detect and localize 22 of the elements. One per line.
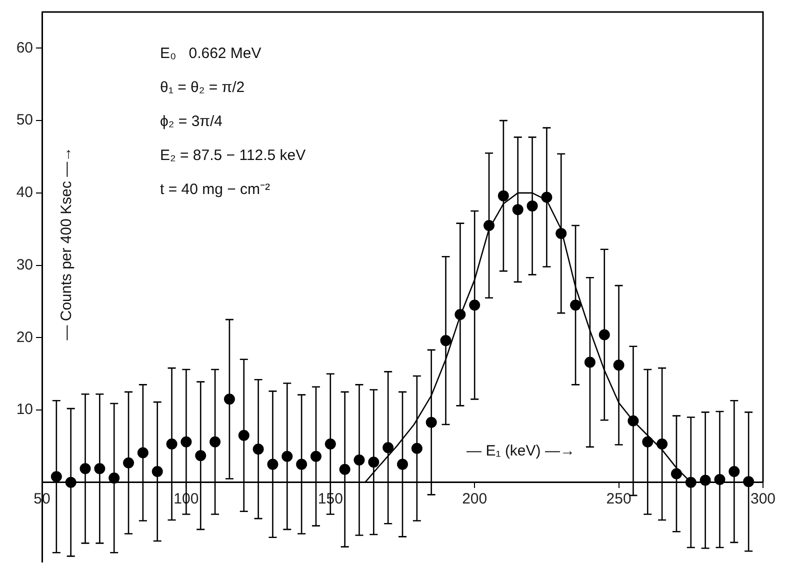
annotation: E₀ 0.662 MeV — [160, 45, 262, 62]
x-tick-label: 250 — [606, 490, 632, 508]
point — [210, 436, 221, 448]
y-tick-label: 10 — [16, 401, 33, 418]
point — [50, 471, 62, 482]
annotation: E₂ = 87.5 − 112.5 keV — [160, 147, 306, 164]
point — [570, 300, 582, 311]
point — [656, 438, 668, 450]
annotation: θ₁ = θ₂ = π/2 — [160, 79, 245, 96]
x-axis-title: — E₁ (keV) —→ — [466, 442, 575, 460]
y-tick-label: 30 — [16, 256, 33, 274]
x-tick-label: 200 — [462, 490, 488, 508]
y-tick-label: 60 — [16, 39, 33, 56]
y-tick-label: 50 — [16, 112, 33, 129]
y-axis-title: — Counts per 400 Ksec —→ — [58, 146, 76, 340]
x-tick-label: 300 — [750, 490, 776, 508]
point — [324, 438, 336, 450]
annotation: ϕ₂ = 3π/4 — [160, 113, 223, 130]
point — [484, 220, 495, 231]
annotation: t = 40 mg − cm⁻² — [160, 181, 270, 198]
y-tick-label: 40 — [16, 184, 33, 202]
y-tick-label: 20 — [16, 328, 33, 346]
